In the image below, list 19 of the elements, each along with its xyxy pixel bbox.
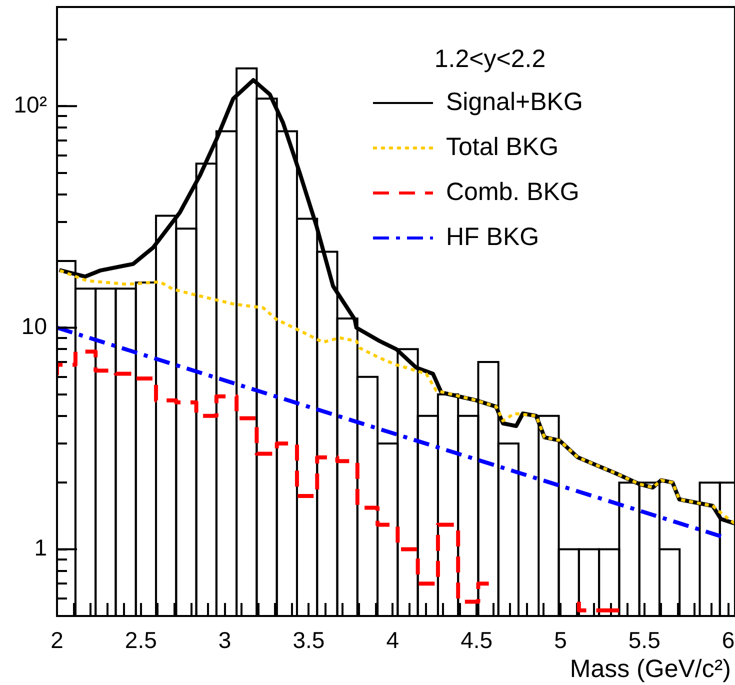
x-tick-label: 5.5: [628, 627, 660, 654]
x-tick-label: 2.5: [124, 627, 157, 654]
x-tick-label: 3.5: [292, 627, 325, 654]
x-tick-label: 2: [50, 627, 64, 654]
y-tick-label: 10: [21, 313, 47, 340]
legend-title: 1.2<y<2.2: [434, 44, 546, 73]
legend-label: HF BKG: [446, 222, 540, 251]
y-tick-label: 10²: [14, 91, 48, 118]
x-axis-title: Mass (GeV/c²): [570, 655, 731, 683]
x-tick-label: 4.5: [460, 627, 493, 654]
y-tick-label: 1: [34, 534, 47, 561]
x-tick-label: 4: [386, 627, 400, 654]
x-tick-label: 5: [554, 627, 567, 654]
legend-label: Total BKG: [446, 132, 559, 161]
line-series: [58, 269, 735, 525]
x-tick-label: 6: [722, 627, 735, 654]
legend-label: Signal+BKG: [446, 88, 583, 116]
x-tick-label: 3: [218, 627, 232, 654]
legend-label: Comb. BKG: [446, 178, 580, 206]
